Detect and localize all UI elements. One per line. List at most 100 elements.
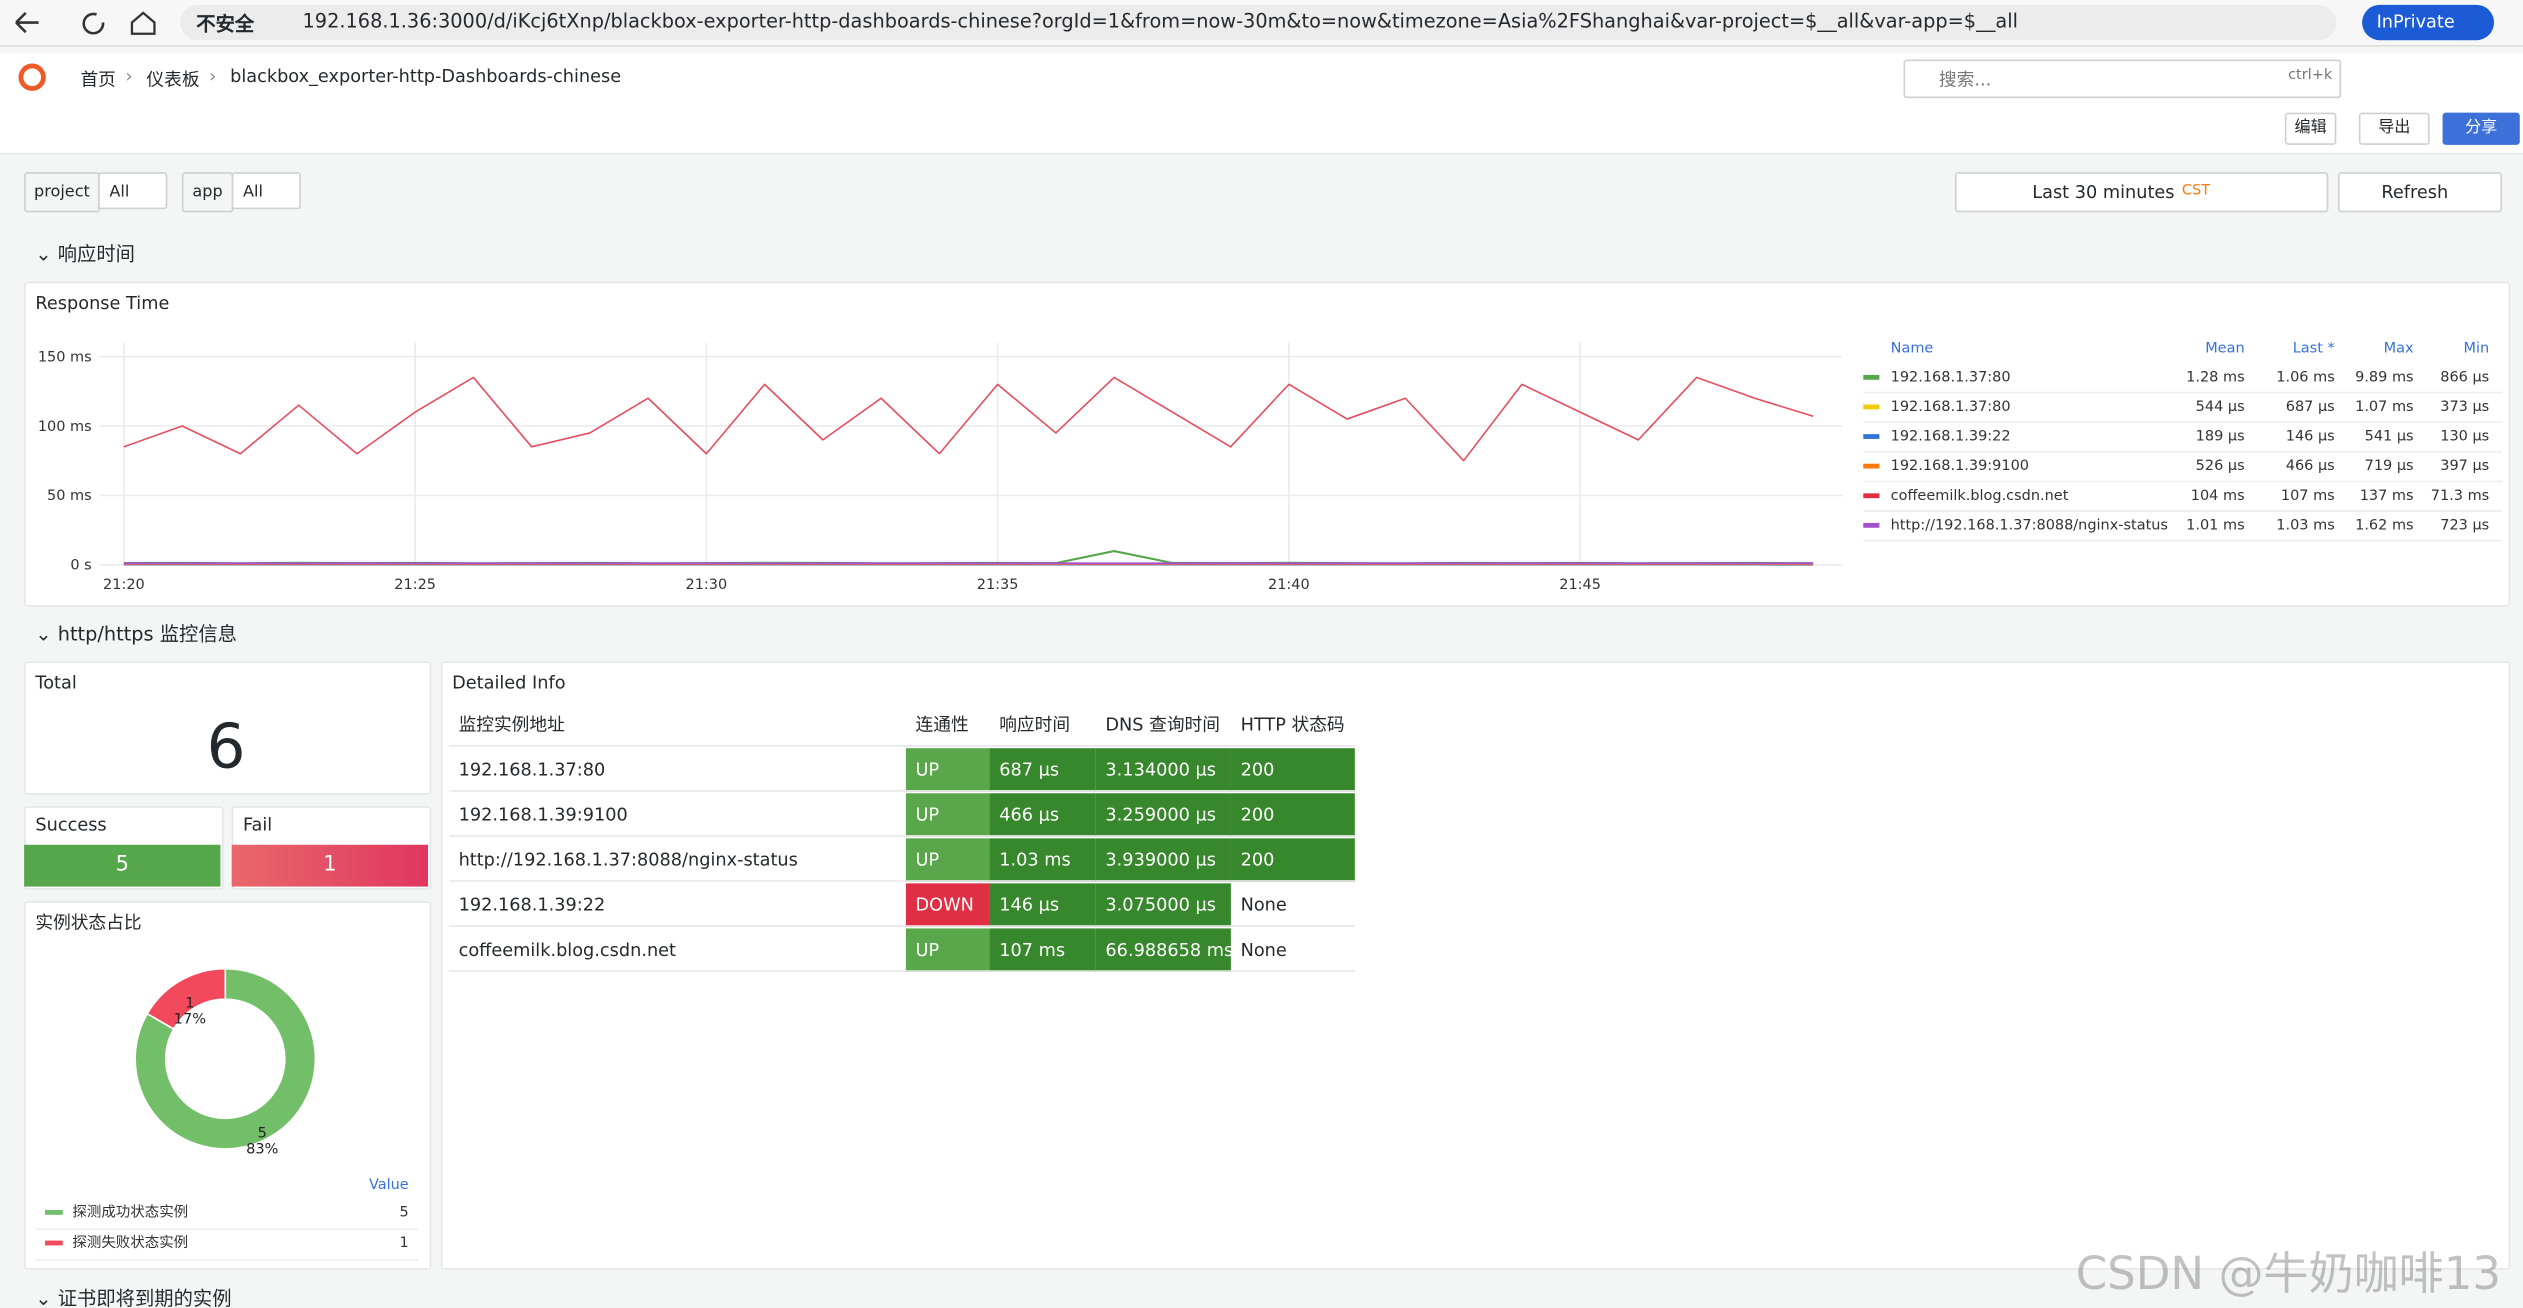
table-cell: 66.988658 ms <box>1095 928 1231 972</box>
security-label: 不安全 <box>196 12 255 36</box>
table-cell: 192.168.1.37:80 <box>448 748 906 792</box>
legend-cell: 192.168.1.39:9100 <box>1891 458 2029 474</box>
slice-percent: 83% <box>246 1142 278 1158</box>
table-header: 连通性 <box>905 705 990 747</box>
watermark: CSDN @牛奶咖啡13 <box>2075 1247 2502 1301</box>
pie-slice <box>146 967 227 1031</box>
table-header: 响应时间 <box>989 705 1096 747</box>
table-cell: 466 µs <box>989 793 1096 837</box>
breadcrumb[interactable]: 仪表板 <box>146 69 200 91</box>
variable-select[interactable]: All <box>231 172 301 210</box>
legend-swatch <box>1863 463 1880 469</box>
table-cell: 3.259000 µs <box>1095 793 1231 837</box>
x-tick-label: 21:45 <box>1559 577 1601 593</box>
legend-cell: 544 µs <box>2196 399 2245 415</box>
x-tick-label: 21:40 <box>1268 577 1310 593</box>
variable-select[interactable]: All <box>98 172 168 210</box>
table-cell: http://192.168.1.37:8088/nginx-status <box>448 838 906 882</box>
table-cell: 200 <box>1230 748 1355 792</box>
table-cell: None <box>1230 883 1355 927</box>
search-placeholder: 搜索... <box>1938 69 1992 91</box>
legend-cell: coffeemilk.blog.csdn.net <box>1891 488 2069 504</box>
address-bar[interactable] <box>180 4 2337 41</box>
legend-cell: 189 µs <box>2196 429 2245 445</box>
row-title[interactable]: ⌄ 响应时间 <box>35 242 135 266</box>
table-cell: 1.03 ms <box>989 838 1096 882</box>
breadcrumb[interactable]: blackbox_exporter-http-Dashboards-chines… <box>230 65 622 87</box>
legend-cell: 192.168.1.39:22 <box>1891 429 2011 445</box>
table-cell: 687 µs <box>989 748 1096 792</box>
legend-header: Max <box>2384 340 2414 356</box>
legend-cell: 723 µs <box>2440 517 2489 533</box>
table-cell: 107 ms <box>989 928 1096 972</box>
stat-value: 6 <box>206 711 246 783</box>
legend-cell: 526 µs <box>2196 458 2245 474</box>
refresh-label: Refresh <box>2381 181 2449 203</box>
series-line <box>123 549 1814 565</box>
table-header: DNS 查询时间 <box>1095 705 1231 747</box>
table-cell: 3.939000 µs <box>1095 838 1231 882</box>
legend-cell: 71.3 ms <box>2431 488 2489 504</box>
response-panel <box>24 281 2511 607</box>
legend-cell: 466 µs <box>2286 458 2335 474</box>
table-cell: 200 <box>1230 838 1355 882</box>
share-button[interactable]: 分享 <box>2442 112 2520 145</box>
legend-cell: 866 µs <box>2440 369 2489 385</box>
legend-header: Name <box>1891 340 1934 356</box>
export-button[interactable]: 导出 <box>2358 112 2430 145</box>
legend-value: 1 <box>399 1235 408 1251</box>
legend-swatch <box>45 1240 63 1246</box>
table-cell: 192.168.1.39:9100 <box>448 793 906 837</box>
browser-nav-icons <box>15 11 156 35</box>
slice-percent: 17% <box>174 1011 206 1027</box>
x-tick-label: 21:25 <box>394 577 436 593</box>
grafana-logo[interactable] <box>18 63 50 92</box>
row-title[interactable]: ⌄ 证书即将到期的实例 <box>35 1287 232 1308</box>
legend-label: 探测失败状态实例 <box>72 1234 188 1251</box>
table-cell: 146 µs <box>989 883 1096 927</box>
refresh-button[interactable] <box>2337 172 2503 213</box>
search-box[interactable] <box>1903 59 2342 99</box>
time-picker[interactable] <box>1955 172 2329 213</box>
panel-title: Detailed Info <box>452 672 566 694</box>
slice-value: 5 <box>258 1126 267 1142</box>
legend-swatch <box>45 1210 63 1215</box>
stat-value: 5 <box>24 844 221 887</box>
time-zone: CST <box>2181 183 2211 200</box>
legend-cell: 719 µs <box>2365 458 2414 474</box>
table-cell: None <box>1230 928 1355 972</box>
legend-cell: 137 ms <box>2360 488 2414 504</box>
row-title[interactable]: ⌄ http/https 监控信息 <box>35 622 237 646</box>
panel-title: Success <box>35 814 107 836</box>
url: 192.168.1.36:3000/d/iKcj6tXnp/blackbox-e… <box>302 9 2018 33</box>
row-title-text: 证书即将到期的实例 <box>57 1287 232 1308</box>
inprivate-badge[interactable]: InPrivate <box>2362 4 2495 41</box>
legend-swatch <box>1863 404 1880 410</box>
y-tick-label: 0 s <box>70 558 91 574</box>
y-tick-label: 50 ms <box>47 488 92 504</box>
legend-cell: 104 ms <box>2191 488 2245 504</box>
table-header: 监控实例地址 <box>448 705 906 747</box>
legend-cell: 397 µs <box>2440 458 2489 474</box>
separator: › <box>125 65 133 87</box>
legend-swatch <box>1863 493 1880 499</box>
table-cell: 3.134000 µs <box>1095 748 1231 792</box>
panel-title: Response Time <box>35 292 170 314</box>
total-panel <box>24 661 432 795</box>
edit-button[interactable]: 编辑 <box>2284 112 2337 145</box>
legend-cell: 541 µs <box>2365 429 2414 445</box>
table-cell: UP <box>905 748 990 792</box>
y-tick-label: 100 ms <box>38 419 92 435</box>
legend-cell: 192.168.1.37:80 <box>1891 369 2011 385</box>
x-tick-label: 21:20 <box>103 577 145 593</box>
table-header: HTTP 状态码 <box>1230 705 1355 747</box>
variable-label: project <box>24 172 100 213</box>
legend-cell: 130 µs <box>2440 429 2489 445</box>
legend-cell: 1.01 ms <box>2186 517 2244 533</box>
table-cell: UP <box>905 838 990 882</box>
breadcrumb[interactable]: 首页 <box>80 69 116 91</box>
pie-slice <box>134 967 317 1150</box>
legend-cell: http://192.168.1.37:8088/nginx-status <box>1891 517 2168 533</box>
